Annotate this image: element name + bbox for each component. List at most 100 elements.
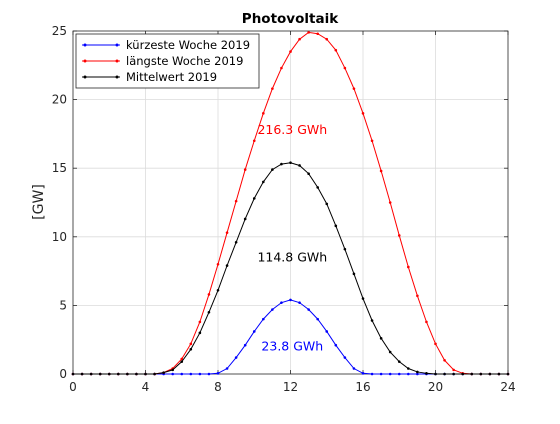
data-point [198,372,202,376]
data-point [316,32,319,36]
data-point [216,289,220,292]
data-point [379,372,383,376]
energy-annotation: 23.8 GWh [261,339,323,354]
data-point [153,372,156,376]
data-point [207,310,211,314]
axes: 0 4 8 12 16 20 24 0 5 10 15 20 25 [52,24,516,394]
data-point [443,358,446,362]
data-point [271,308,274,311]
data-point [162,371,165,374]
legend: kürzeste Woche 2019 längste Woche 2019 Mit… [75,33,260,89]
data-point [289,161,292,165]
data-point [397,372,401,376]
data-point [497,372,501,376]
legend-label: kürzeste Woche 2019 [126,38,250,52]
legend-marker [115,59,119,63]
data-point [107,372,111,376]
data-point [171,372,174,376]
data-point [243,168,247,171]
legend-marker [115,75,119,79]
data-point [307,172,310,175]
data-point [379,337,383,340]
data-point [243,343,247,347]
data-point [461,372,464,376]
data-point [189,372,193,376]
data-point [506,372,510,376]
y-tick-label: 5 [59,298,67,312]
data-point [397,234,401,237]
legend-label: Mittelwert 2019 [126,70,217,84]
data-point [407,367,410,370]
data-point [343,66,347,70]
data-point [325,330,329,333]
grid-layer [73,31,508,374]
data-point [117,372,120,376]
x-tick-label: 8 [214,380,222,394]
data-point [135,372,138,376]
data-point [334,48,338,52]
data-point [407,372,410,376]
data-point [280,301,283,304]
data-point [352,87,356,90]
data-point [334,343,338,347]
data-point [280,162,283,166]
x-tick-label: 20 [428,380,443,394]
data-point [280,66,283,70]
data-point [225,367,229,370]
data-point [425,320,428,324]
data-point [361,297,365,300]
data-point [298,301,301,304]
data-point [370,319,374,322]
data-point [388,350,392,354]
energy-annotation: 114.8 GWh [257,249,327,264]
data-point [180,372,184,376]
y-tick-label: 0 [59,367,67,381]
legend-marker [83,75,87,79]
data-point [189,348,193,351]
data-point [325,37,329,41]
data-point [379,169,383,173]
data-point [416,372,419,376]
series-2 [71,161,510,376]
data-point [488,372,492,376]
data-point [198,320,202,324]
data-point [225,264,229,267]
data-point [71,372,75,376]
data-point [470,372,474,376]
y-tick-label: 15 [52,161,67,175]
data-point [234,199,238,203]
data-point [289,298,292,302]
data-point [343,247,347,251]
x-tick-label: 16 [355,380,370,394]
data-point [289,50,292,53]
legend-marker [115,43,119,47]
chart-title: Photovoltaik [242,11,339,27]
data-point [271,87,274,90]
data-point [397,360,401,363]
data-point [262,317,265,321]
data-point [361,372,365,375]
data-point [243,217,247,221]
data-point [452,368,455,372]
data-point [352,272,356,276]
y-axis-label: [GW] [31,184,47,220]
y-tick-label: 10 [52,230,67,244]
data-point [207,372,211,376]
data-point [180,357,184,361]
data-point [316,317,319,321]
energy-annotation: 216.3 GWh [257,122,327,137]
data-point [298,37,301,41]
data-point [198,331,202,335]
legend-marker [83,59,87,63]
data-point [479,372,483,376]
data-point [416,294,419,298]
x-tick-label: 4 [142,380,150,394]
data-point [80,372,84,376]
data-point [216,372,220,375]
x-tick-label: 24 [500,380,515,394]
legend-marker [83,43,87,47]
data-point [189,342,193,346]
data-point [298,164,301,167]
